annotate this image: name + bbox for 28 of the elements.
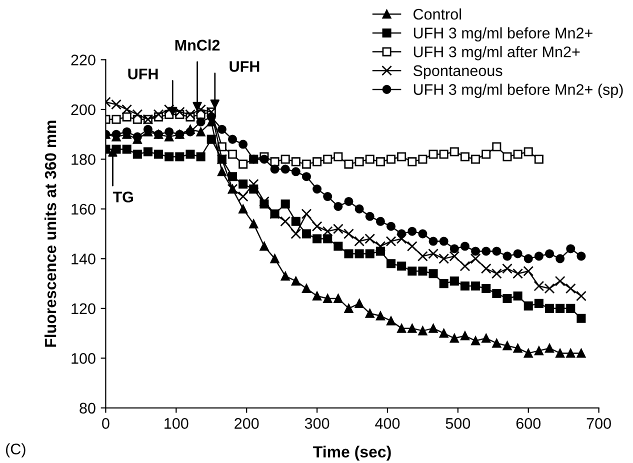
x-tick-label: 300 — [304, 418, 330, 429]
y-tick-label: 100 — [72, 353, 96, 364]
annotation: UFH — [230, 61, 260, 72]
x-tick-label: 600 — [516, 418, 541, 429]
y-tick-label: 160 — [72, 204, 96, 215]
y-tick-label: 180 — [72, 154, 96, 165]
y-tick-label: 80 — [80, 402, 96, 414]
legend-label: Spontaneous — [413, 65, 502, 80]
x-tick-label: 0 — [102, 418, 110, 429]
legend-label: UFH 3 mg/ml before Mn2+ (sp) — [414, 84, 623, 98]
y-tick-label: 140 — [72, 254, 96, 264]
x-tick-label: 500 — [446, 418, 470, 429]
legend-label: Control — [414, 8, 461, 20]
annotation: MnCl2 — [175, 39, 220, 51]
annotation: UFH — [128, 68, 158, 80]
y-tick-label: 220 — [71, 54, 96, 66]
text: (C) — [6, 443, 26, 458]
legend-label: UFH 3 mg/ml before Mn2+ — [414, 27, 592, 42]
annotation: TG — [112, 192, 134, 202]
legend-label: UFH 3 mg/ml after Mn2+ — [414, 46, 580, 60]
y-axis-title: Fluorescence units at 360 mm — [44, 120, 56, 347]
x-axis-title: Time (sec) — [313, 446, 391, 461]
y-tick-label: 120 — [72, 303, 96, 314]
x-tick-label: 700 — [586, 418, 611, 429]
x-tick-label: 200 — [234, 418, 259, 429]
x-tick-label: 100 — [164, 418, 188, 429]
y-tick-label: 200 — [71, 104, 96, 116]
x-tick-label: 400 — [375, 418, 400, 429]
